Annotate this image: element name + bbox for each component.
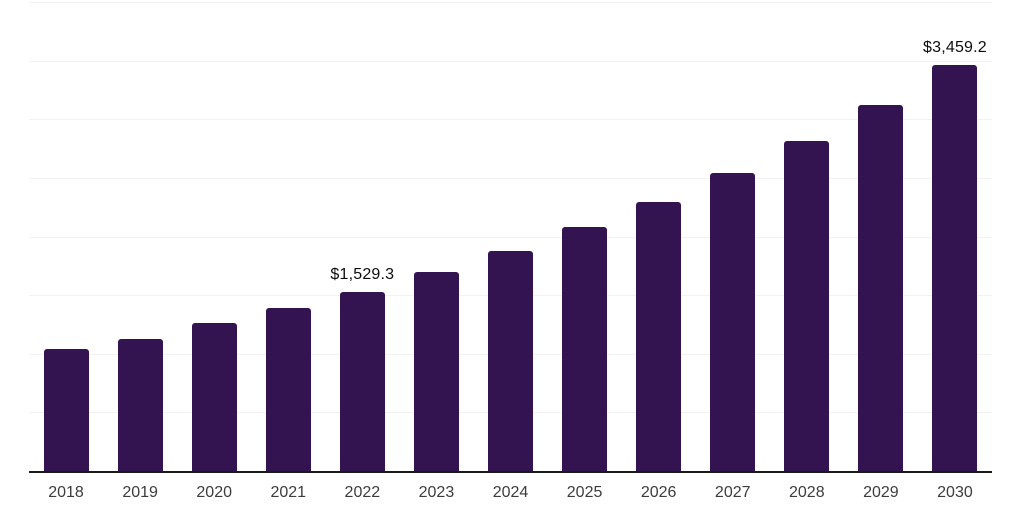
bar-2027 <box>710 172 756 471</box>
bar-2030 <box>932 65 978 471</box>
gridline <box>29 119 992 121</box>
bar-2021 <box>265 308 311 471</box>
x-tick-label-2030: 2030 <box>937 484 973 501</box>
x-tick-label-2027: 2027 <box>714 484 751 501</box>
bar-2023 <box>413 272 459 471</box>
gridline <box>29 236 992 238</box>
bar-2020 <box>191 323 237 471</box>
bar-value-label-2030: $3,459.2 <box>923 39 987 57</box>
bar-2019 <box>117 338 163 471</box>
bar-2028 <box>784 141 830 471</box>
bar-value-label-2022: $1,529.3 <box>330 265 395 283</box>
x-tick-label-2021: 2021 <box>270 484 307 501</box>
bar-2024 <box>488 251 533 471</box>
gridline <box>29 177 992 179</box>
x-axis-line <box>29 471 992 473</box>
bar-2022 <box>339 291 385 471</box>
gridline <box>29 2 992 3</box>
bar-2026 <box>636 202 682 471</box>
x-tick-label-2028: 2028 <box>789 484 825 501</box>
x-tick-label-2018: 2018 <box>48 484 84 501</box>
x-tick-label-2025: 2025 <box>566 484 603 501</box>
x-tick-label-2026: 2026 <box>640 484 677 501</box>
plot-area: $1,529.3 $3,459.2 <box>29 2 992 473</box>
x-tick-label-2024: 2024 <box>492 484 529 501</box>
x-tick-label-2020: 2020 <box>196 484 232 501</box>
x-tick-label-2019: 2019 <box>122 484 158 501</box>
x-tick-label-2029: 2029 <box>863 484 899 501</box>
bar-2029 <box>858 104 904 471</box>
gridline <box>29 60 992 62</box>
x-axis-tick-labels: 2018 2019 2020 2021 2022 2023 2024 2025 2026 2027… <box>29 485 992 505</box>
bar-2025 <box>562 227 608 471</box>
bar-2018 <box>43 349 89 471</box>
x-tick-label-2022: 2022 <box>344 484 381 501</box>
x-tick-label-2023: 2023 <box>418 484 455 501</box>
